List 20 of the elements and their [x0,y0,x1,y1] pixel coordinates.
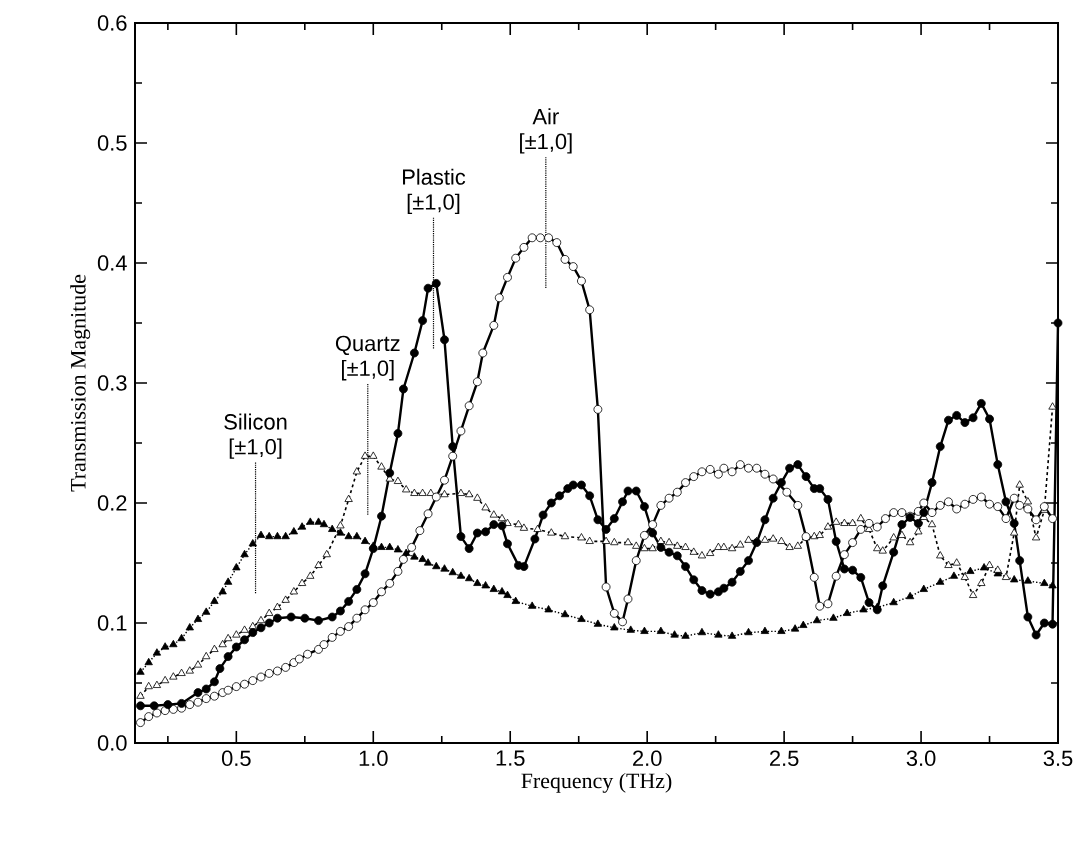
x-tick-label: 1.0 [359,750,388,767]
annotation: Quartz [±1,0] [335,335,400,381]
x-tick-label: 0.5 [221,750,251,767]
y-tick-label: 0.6 [97,15,127,31]
y-tick-label: 0.1 [97,615,127,631]
y-tick-label: 0.0 [97,735,127,751]
y-axis-title: Transmission Magnitude [70,274,91,492]
x-tick-label: 1.5 [496,750,525,766]
x-tick-label: 3.5 [1043,750,1073,767]
x-tick-label: 2.0 [633,750,662,767]
x-tick-label: 3.0 [906,750,936,767]
y-tick-label: 0.4 [97,255,127,271]
y-tick-label: 0.2 [97,495,127,511]
y-tick-label: 0.3 [97,375,127,391]
x-axis-title: Frequency (THz) [521,772,672,793]
y-tick-label: 0.5 [97,135,127,151]
annotation: Plastic [±1,0] [403,168,466,215]
annotation: Silicon [±1,0] [224,413,287,459]
annotation: Air [±1,0] [520,108,572,154]
x-tick-label: 2.5 [770,750,799,767]
